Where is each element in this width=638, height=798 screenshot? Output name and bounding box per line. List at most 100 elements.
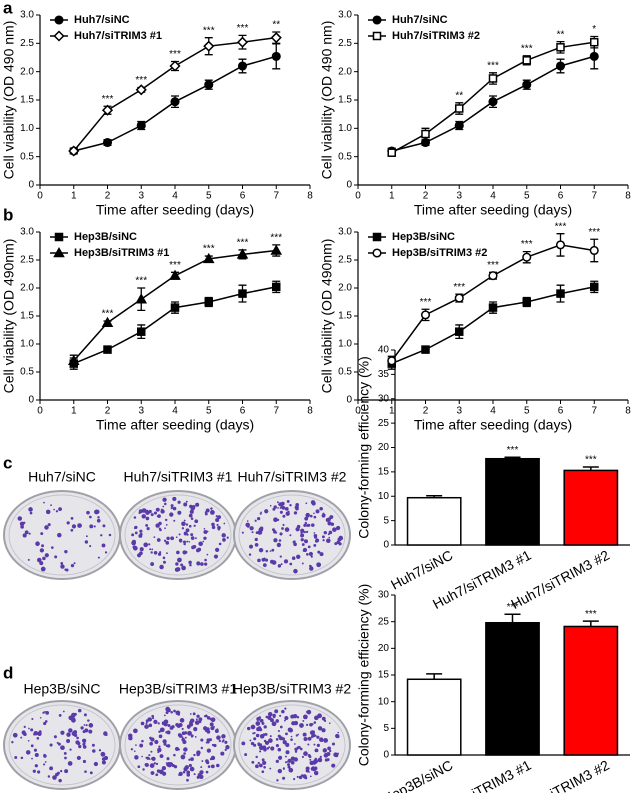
colony <box>30 744 34 748</box>
colony <box>302 732 307 737</box>
marker <box>135 84 147 96</box>
marker <box>54 15 64 25</box>
colony <box>133 516 137 519</box>
colony <box>182 770 186 774</box>
marker <box>589 51 599 61</box>
colony <box>331 763 336 768</box>
colony <box>276 542 282 548</box>
colony <box>188 722 194 727</box>
colony <box>224 748 227 752</box>
colony <box>278 755 283 760</box>
colony <box>222 538 226 542</box>
colony <box>298 775 303 780</box>
legend-label: Hep3B/siNC <box>74 231 137 243</box>
colony <box>178 538 183 543</box>
colony <box>251 531 254 534</box>
colony <box>173 753 176 757</box>
colony <box>31 757 33 760</box>
colony <box>267 715 272 720</box>
colony <box>160 508 164 511</box>
y-tick-label: 35 <box>378 369 390 380</box>
colony <box>159 754 164 759</box>
colony <box>311 523 315 527</box>
colony <box>28 727 30 730</box>
colony <box>314 535 318 539</box>
colony <box>189 509 194 514</box>
colony <box>292 540 296 544</box>
colony <box>307 523 311 527</box>
marker <box>455 104 464 113</box>
x-tick-label: 2 <box>105 406 111 417</box>
colony <box>158 521 162 526</box>
colony <box>328 536 331 539</box>
y-tick-label: 1.5 <box>20 311 34 322</box>
marker <box>556 43 565 52</box>
y-tick-label: 0.5 <box>20 367 34 378</box>
colony <box>283 559 289 564</box>
colony <box>183 747 188 752</box>
colony <box>217 515 222 520</box>
colony <box>264 509 269 514</box>
marker <box>202 252 215 264</box>
colony <box>133 728 138 734</box>
legend-label: Hep3B/siTRIM3 #2 <box>392 247 487 259</box>
colony <box>211 522 215 527</box>
colony <box>307 736 312 741</box>
colony <box>163 539 167 542</box>
colony <box>181 521 186 527</box>
colony <box>331 742 336 746</box>
y-tick-label: 10 <box>378 696 390 707</box>
colony <box>305 769 310 773</box>
colony <box>264 740 270 745</box>
colony <box>329 749 332 753</box>
colony <box>55 772 59 777</box>
colony <box>49 743 53 747</box>
colony <box>249 739 252 742</box>
y-tick-label: 0 <box>28 395 34 406</box>
colony <box>101 543 106 548</box>
colony <box>261 758 265 762</box>
colony <box>188 540 191 543</box>
colony <box>53 508 55 511</box>
y-tick-label: 1.0 <box>20 339 34 350</box>
colony <box>327 746 332 751</box>
colony <box>269 767 272 770</box>
y-axis-label: Cell viability (OD 490 nm) <box>1 21 17 180</box>
x-tick-label: 2 <box>105 191 111 202</box>
marker <box>236 248 249 259</box>
colony <box>276 779 279 782</box>
colony <box>153 511 158 515</box>
colony <box>323 719 327 722</box>
colony <box>303 523 307 527</box>
marker <box>68 145 80 157</box>
colony <box>337 731 340 734</box>
colony <box>148 754 151 757</box>
colony <box>82 745 87 749</box>
colony <box>145 510 150 515</box>
colony <box>169 512 174 517</box>
y-tick-label: 2.5 <box>20 38 34 49</box>
colony <box>181 731 186 736</box>
colony <box>183 531 188 536</box>
colony <box>161 765 167 771</box>
marker <box>169 60 181 72</box>
colony <box>279 725 283 729</box>
colony <box>328 530 333 535</box>
dish-rim <box>124 494 232 576</box>
colony <box>163 714 166 717</box>
colony <box>272 507 276 511</box>
colony <box>80 726 84 730</box>
colony <box>178 722 183 728</box>
colony <box>158 745 161 748</box>
colony <box>42 556 46 561</box>
y-tick-label: 30 <box>378 590 390 601</box>
marker <box>270 244 283 255</box>
y-tick-label: 0 <box>28 180 34 191</box>
colony <box>304 521 308 525</box>
colony <box>286 499 290 503</box>
colony <box>175 536 178 539</box>
colony <box>304 516 309 521</box>
colony <box>101 760 106 765</box>
colony <box>304 776 308 780</box>
colony <box>50 504 52 507</box>
